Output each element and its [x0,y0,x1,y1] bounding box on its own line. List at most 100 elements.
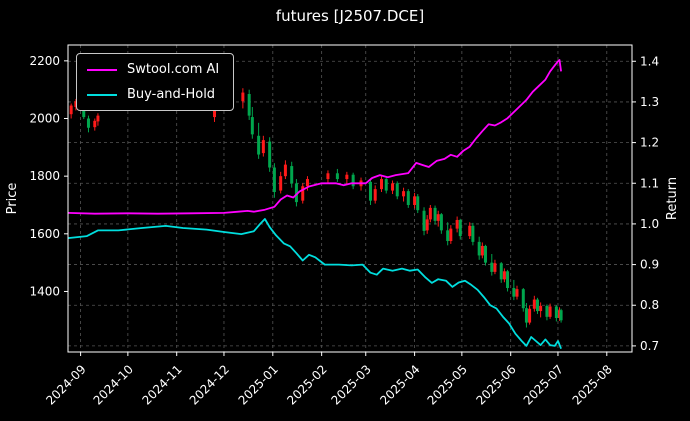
candle-body [391,183,395,191]
candle-body [535,299,539,312]
candle-body [368,181,372,201]
x-tick-label: 2025-03 [329,362,374,407]
right-tick-label: 0.9 [640,258,659,272]
chart-title: futures [J2507.DCE] [275,7,425,25]
candle-body [86,118,90,128]
candle-body [499,263,503,280]
candle-body [250,117,254,135]
candle-body [554,306,558,318]
candle-body [528,308,532,323]
right-tick-label: 1.0 [640,217,659,231]
candle-body [515,289,519,297]
left-tick-label: 2200 [29,54,60,68]
candle-body [351,174,355,187]
left-tick-label: 1400 [29,284,60,298]
candle-body [455,219,459,229]
candle-body [502,271,506,280]
candle-body [380,179,384,190]
x-tick-label: 2025-08 [570,362,615,407]
candle-body [402,191,406,197]
candle-body [433,207,437,221]
candle-body [279,176,283,191]
legend-item-buy-and-hold: Buy-and-Hold [87,87,219,102]
candle-body [493,263,497,272]
candle-body [532,299,536,309]
candle-body [69,105,73,115]
right-tick-label: 1.3 [640,95,659,109]
candle-body [294,183,298,203]
right-tick-label: 1.1 [640,176,659,190]
left-tick-label: 2000 [29,112,60,126]
x-tick-label: 2024-11 [139,362,184,407]
candle-body [241,92,245,102]
candle-body [422,210,426,231]
candle-body [548,306,552,317]
candle-body [93,120,97,128]
x-tick-label: 2025-01 [236,362,281,407]
legend-item-swtool-ai: Swtool.com AI [87,62,219,77]
candle-body [521,289,525,309]
x-tick-label: 2024-12 [187,362,232,407]
series-line-1 [67,218,562,350]
candle-body [373,189,377,201]
candle-body [480,245,484,256]
left-axis-label: Price [5,183,20,215]
legend: Swtool.com AI Buy-and-Hold [76,53,235,111]
right-tick-label: 0.7 [640,339,659,353]
candle-body [416,196,420,211]
left-tick-label: 1800 [29,169,60,183]
candle-body [413,196,417,205]
right-tick-label: 0.8 [640,298,659,312]
candle-body [477,241,481,256]
x-tick-label: 2024-10 [91,362,136,407]
candle-body [335,173,339,180]
candle-body [326,173,330,180]
x-tick-label: 2025-07 [521,362,566,407]
right-tick-label: 1.4 [640,54,659,68]
candle-body [257,135,261,155]
candle-body [272,167,276,193]
candle-body [247,94,251,116]
x-tick-label: 2024-09 [43,362,88,407]
candle-body [483,245,487,263]
buy-and-hold-line-swatch [87,93,117,96]
candle-body [559,310,563,321]
right-axis-label: Return [665,177,680,220]
series-line-0 [67,59,562,215]
candle-body [305,179,309,187]
candle-body [439,214,443,231]
candle-body [539,305,543,312]
candle-body [301,186,305,201]
swtool-ai-line-swatch [87,68,117,71]
candle-body [395,183,399,197]
candle-body [436,214,440,221]
x-tick-label: 2025-02 [284,362,329,407]
candle-body [345,174,349,180]
candle-body [268,141,272,168]
candle-body [545,305,549,317]
candle-body [283,164,287,177]
legend-label: Swtool.com AI [127,62,220,77]
candle-body [96,115,100,122]
candle-body [384,179,388,191]
x-tick-label: 2025-05 [425,362,470,407]
candle-body [290,166,294,184]
legend-label: Buy-and-Hold [127,87,216,102]
candle-body [471,225,475,242]
candle-body [74,101,78,107]
candle-body [449,228,453,242]
candle-body [524,308,528,323]
candle-body [425,219,429,231]
plot-border [67,44,633,353]
candle-body [468,225,472,237]
right-tick-label: 1.2 [640,136,659,150]
candle-body [261,140,265,154]
candle-body [490,262,494,272]
candle-body [458,219,462,237]
x-tick-label: 2025-06 [473,362,518,407]
candle-body [446,230,450,242]
candle-body [506,271,510,289]
candle-body [406,191,410,205]
